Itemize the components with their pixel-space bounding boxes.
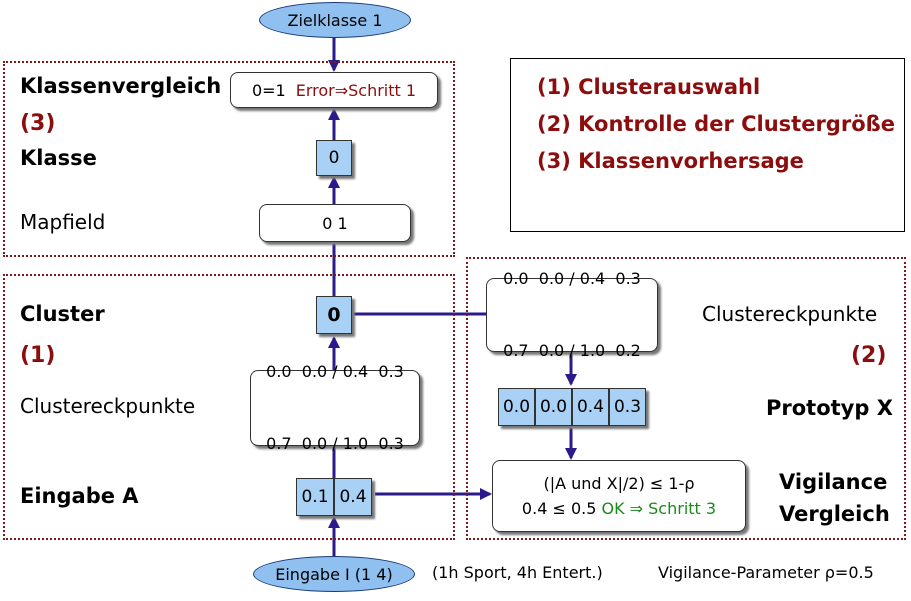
vigilance-formula: (|A und X|/2) ≤ 1-ρ bbox=[543, 474, 695, 493]
input-note: (1h Sport, 4h Entert.) bbox=[432, 563, 603, 582]
right-eckpunkte-label: Clustereckpunkte bbox=[702, 302, 878, 326]
vigilance-label-2: Vergleich bbox=[779, 502, 890, 526]
target-class-label: Zielklasse 1 bbox=[287, 10, 383, 30]
section-3-title: Klassenvergleich bbox=[20, 74, 222, 98]
eingabe-label: Eingabe A bbox=[20, 484, 139, 508]
cluster-eckpunkte-box: 0.0 0.0 / 0.4 0.3 0.7 0.0 / 1.0 0.3 bbox=[250, 362, 420, 453]
prototyp-cell-1: 0.0 bbox=[498, 388, 535, 426]
vigilance-check: 0.4 ≤ 0.5 bbox=[521, 499, 597, 518]
mapfield-box: 0 1 bbox=[259, 204, 411, 242]
vigilance-box: (|A und X|/2) ≤ 1-ρ 0.4 ≤ 0.5 OK ⇒ Schri… bbox=[492, 460, 746, 532]
eingabe-cell-2: 0.4 bbox=[334, 478, 372, 516]
prototyp-label: Prototyp X bbox=[766, 396, 893, 420]
cluster-eckpunkte-line-2: 0.7 0.0 / 1.0 0.3 bbox=[266, 434, 404, 453]
prototyp-cell-3: 0.4 bbox=[572, 388, 609, 426]
legend-box: (1) Clusterauswahl (2) Kontrolle der Clu… bbox=[510, 58, 905, 232]
right-eckpunkte-line-2: 0.7 0.0 / 1.0 0.2 bbox=[503, 341, 641, 360]
klasse-label: Klasse bbox=[20, 146, 97, 170]
section-1-number: (1) bbox=[20, 343, 56, 368]
vigilance-ok: OK ⇒ Schritt 3 bbox=[601, 499, 717, 518]
cluster-eckpunkte-label: Clustereckpunkte bbox=[20, 394, 196, 418]
vigilance-label-1: Vigilance bbox=[779, 470, 888, 494]
cluster-cell-row: 0 bbox=[316, 296, 352, 334]
compare-prefix: 0=1 bbox=[251, 80, 286, 100]
class-compare-box: 0=1 Error⇒Schritt 1 bbox=[230, 72, 438, 108]
legend-item-3: (3) Klassenvorhersage bbox=[537, 149, 804, 173]
section-3-frame bbox=[3, 61, 455, 257]
section-2-frame bbox=[466, 257, 906, 540]
legend-item-2: (2) Kontrolle der Clustergröße bbox=[537, 112, 895, 136]
section-2-number: (2) bbox=[851, 343, 887, 368]
klasse-cell: 0 bbox=[316, 140, 352, 176]
right-eckpunkte-box: 0.0 0.0 / 0.4 0.3 0.7 0.0 / 1.0 0.2 bbox=[486, 269, 658, 360]
eingabe-cell-row: 0.1 0.4 bbox=[296, 478, 372, 516]
compare-result: Error⇒Schritt 1 bbox=[295, 80, 417, 100]
section-3-number: (3) bbox=[20, 111, 56, 136]
cluster-eckpunkte-line-1: 0.0 0.0 / 0.4 0.3 bbox=[266, 362, 404, 381]
legend-item-1: (1) Clusterauswahl bbox=[537, 75, 761, 99]
mapfield-value: 0 1 bbox=[322, 213, 348, 233]
right-eckpunkte-line-1: 0.0 0.0 / 0.4 0.3 bbox=[503, 269, 641, 288]
klasse-cell-row: 0 bbox=[316, 140, 352, 176]
mapfield-label: Mapfield bbox=[20, 210, 106, 234]
section-1-title: Cluster bbox=[20, 302, 105, 326]
cluster-cell: 0 bbox=[316, 296, 352, 334]
prototyp-cell-2: 0.0 bbox=[535, 388, 572, 426]
eingabe-cell-1: 0.1 bbox=[296, 478, 334, 516]
prototyp-cell-row: 0.0 0.0 0.4 0.3 bbox=[498, 388, 646, 426]
target-class-ellipse: Zielklasse 1 bbox=[259, 2, 411, 38]
section-1-frame bbox=[3, 274, 455, 540]
prototyp-cell-4: 0.3 bbox=[609, 388, 646, 426]
vigilance-parameter: Vigilance-Parameter ρ=0.5 bbox=[658, 563, 874, 582]
input-ellipse-label: Eingabe I (1 4) bbox=[275, 564, 393, 584]
input-ellipse: Eingabe I (1 4) bbox=[253, 556, 415, 592]
